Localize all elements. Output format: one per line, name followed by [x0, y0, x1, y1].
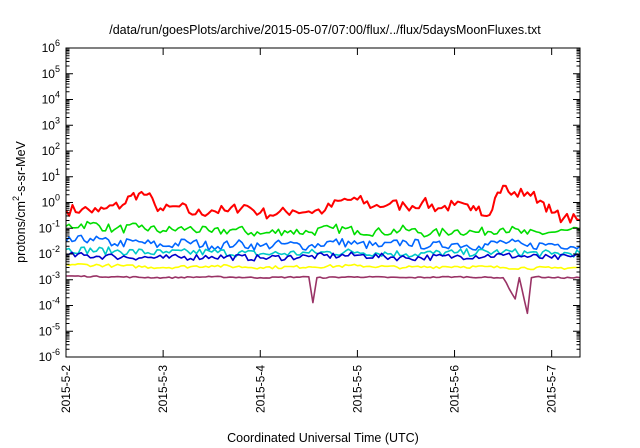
y-tick-label: 105: [42, 64, 60, 81]
series-line: [66, 220, 580, 238]
axis-layer: 106 105 104 103 102 101 100 10-1 10-2 10-3 10-4 10-…: [39, 38, 580, 413]
series-line: [66, 234, 580, 251]
series-layer: [66, 184, 580, 315]
x-tick-label: 2015-5-6: [448, 365, 462, 413]
y-tick-label: 103: [42, 115, 60, 132]
y-tick-label: 10-4: [39, 296, 60, 313]
y-tick-label: 100: [42, 193, 60, 210]
x-tick-label: 2015-5-3: [156, 365, 170, 413]
y-tick-label: 10-5: [39, 321, 60, 338]
x-tick-label: 2015-5-2: [59, 365, 73, 413]
x-tick-label: 2015-5-4: [253, 365, 267, 413]
x-tick-label: 2015-5-7: [545, 365, 559, 413]
x-tick-label: 2015-5-5: [350, 365, 364, 413]
y-tick-label: 101: [42, 167, 60, 184]
y-tick-label: 106: [42, 38, 60, 55]
series-line: [66, 184, 580, 224]
y-tick-label: 102: [42, 141, 60, 158]
y-tick-label: 10-3: [39, 270, 60, 287]
y-axis-label: protons/cm2-s-sr-MeV: [11, 140, 28, 262]
y-tick-label: 10-6: [39, 347, 60, 364]
series-line: [66, 246, 580, 258]
y-tick-label: 104: [42, 90, 60, 107]
series-line: [66, 275, 580, 315]
plot-frame: [65, 47, 581, 358]
chart-title: /data/run/goesPlots/archive/2015-05-07/0…: [109, 23, 541, 37]
y-tick-label: 10-1: [39, 218, 60, 235]
series-line: [66, 263, 580, 271]
y-tick-label: 10-2: [39, 244, 60, 261]
x-axis-label: Coordinated Universal Time (UTC): [227, 431, 419, 445]
series-line: [66, 251, 580, 262]
